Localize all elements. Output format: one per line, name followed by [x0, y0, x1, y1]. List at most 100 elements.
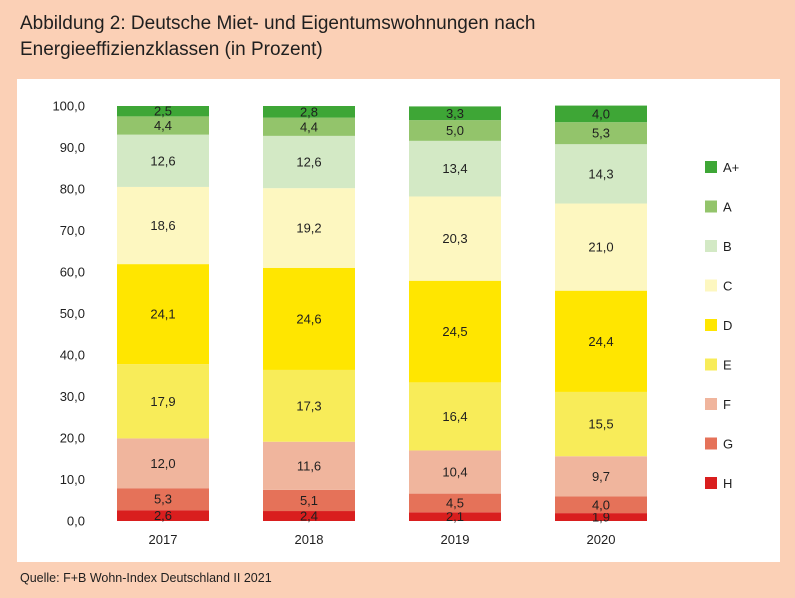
y-tick-label: 80,0: [60, 182, 85, 197]
bar-segment-d: [555, 290, 647, 392]
x-tick-label: 2017: [149, 532, 178, 547]
x-tick-label: 2019: [441, 532, 470, 547]
data-label: 24,4: [588, 334, 613, 349]
data-label: 2,8: [300, 104, 318, 119]
bar-segment-c: [409, 196, 501, 281]
data-label: 14,3: [588, 166, 613, 181]
legend-label: B: [723, 239, 732, 254]
data-label: 4,0: [592, 497, 610, 512]
bar-segment-b: [263, 135, 355, 189]
data-label: 4,4: [300, 119, 318, 134]
legend-swatch: [705, 437, 717, 450]
legend-swatch: [705, 398, 717, 410]
data-label: 17,3: [296, 398, 321, 413]
legend-label: G: [723, 437, 733, 452]
chart-panel: 0,0 10,0 20,0 30,0 40,0 50,0 60,0 70,0 80,0 90,0 1…: [17, 79, 780, 562]
legend-swatch: [705, 279, 717, 292]
legend-label: D: [723, 318, 732, 333]
bar-segment-c: [263, 188, 355, 268]
bar-segment-e: [409, 382, 501, 451]
bar-segment-c: [117, 186, 209, 265]
data-label: 24,1: [150, 307, 175, 322]
chart-title-line-2: Energieeffizienzklassen (in Prozent): [20, 39, 323, 60]
bar-segment-aplus: [555, 105, 647, 123]
bar-segment-e: [117, 364, 209, 439]
bar-segment-h: [263, 511, 355, 521]
data-label: 19,2: [296, 221, 321, 236]
bar-segment-f: [409, 450, 501, 494]
bar-segment-h: [117, 510, 209, 521]
legend-label: C: [723, 279, 732, 294]
bar-segment-e: [263, 369, 355, 442]
legend-label: A: [723, 200, 732, 215]
data-label: 24,6: [296, 311, 321, 326]
legend-label: F: [723, 397, 731, 412]
bar-segment-h: [409, 512, 501, 521]
bar-segment-d: [409, 280, 501, 383]
bar-segment-aplus: [263, 106, 355, 118]
legend-swatch: [705, 161, 717, 173]
bar-segment-aplus: [409, 106, 501, 121]
stacked-bar-chart: 0,0 10,0 20,0 30,0 40,0 50,0 60,0 70,0 80,0 90,0 1…: [52, 99, 739, 548]
bar-segment-aplus: [117, 106, 209, 117]
data-label: 11,6: [297, 458, 321, 473]
bar-segment-g: [263, 489, 355, 512]
y-tick-label: 20,0: [60, 431, 85, 446]
x-tick-label: 2020: [587, 532, 616, 547]
y-tick-label: 70,0: [60, 223, 85, 238]
legend-swatch: [705, 200, 717, 213]
data-label: 13,4: [442, 161, 467, 176]
bar-segment-d: [117, 264, 209, 365]
y-tick-label: 90,0: [60, 140, 85, 155]
bar-segment-a: [555, 122, 647, 145]
legend-swatch: [705, 319, 717, 331]
data-label: 3,3: [446, 106, 464, 121]
bar-segment-g: [555, 496, 647, 514]
legend-label: H: [723, 476, 732, 491]
data-label: 4,5: [446, 495, 464, 510]
y-tick-label: 60,0: [60, 265, 85, 280]
data-label: 12,6: [150, 153, 175, 168]
data-label: 15,5: [588, 417, 613, 432]
bar-segment-b: [555, 144, 647, 204]
data-label: 9,7: [592, 469, 610, 484]
legend-label: A+: [723, 160, 739, 175]
bar-segment-b: [117, 134, 209, 187]
bar-segment-h: [555, 513, 647, 521]
data-label: 12,0: [150, 456, 175, 471]
data-label: 20,3: [442, 231, 467, 246]
data-label: 5,3: [592, 126, 610, 141]
legend-swatch: [705, 477, 717, 489]
data-label: 1,9: [592, 510, 610, 525]
source-note: Quelle: F+B Wohn-Index Deutschland II 20…: [20, 571, 272, 585]
legend-swatch: [705, 240, 717, 252]
data-label: 18,6: [150, 218, 175, 233]
data-label: 24,5: [442, 324, 467, 339]
data-label: 5,1: [300, 493, 318, 508]
x-tick-label: 2018: [295, 532, 324, 547]
chart-title: Abbildung 2: Deutsche Miet- und Eigentum…: [20, 11, 780, 63]
bar-segment-a: [117, 116, 209, 135]
bar-segment-g: [117, 488, 209, 511]
data-label: 4,0: [592, 106, 610, 121]
bar-segment-e: [555, 391, 647, 457]
data-label: 2,5: [154, 104, 172, 119]
legend-swatch: [705, 358, 717, 371]
legend-label: E: [723, 358, 732, 373]
bar-segment-b: [409, 140, 501, 197]
bar-segment-f: [263, 441, 355, 490]
y-tick-label: 50,0: [60, 306, 85, 321]
data-label: 5,0: [446, 123, 464, 138]
bar-segment-g: [409, 493, 501, 513]
data-label: 4,4: [154, 118, 172, 133]
bar-segment-d: [263, 267, 355, 370]
bar-segment-a: [409, 120, 501, 141]
bar-segment-f: [555, 456, 647, 497]
data-label: 2,4: [300, 509, 318, 524]
y-tick-label: 30,0: [60, 389, 85, 404]
bar-segment-f: [117, 438, 209, 489]
y-tick-label: 0,0: [67, 514, 85, 529]
bar-segment-c: [555, 203, 647, 291]
data-label: 12,6: [296, 155, 321, 170]
data-label: 21,0: [588, 240, 613, 255]
